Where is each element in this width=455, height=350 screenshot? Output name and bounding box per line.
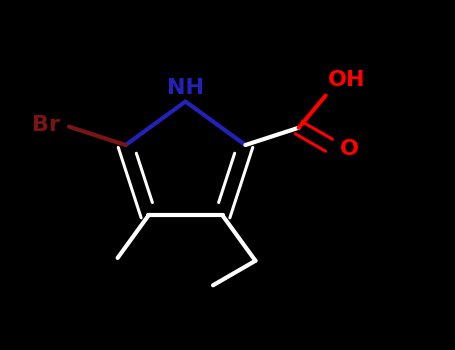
Text: NH: NH — [167, 78, 204, 98]
Text: O: O — [339, 139, 359, 159]
Text: OH: OH — [328, 70, 365, 90]
Text: Br: Br — [32, 115, 60, 135]
